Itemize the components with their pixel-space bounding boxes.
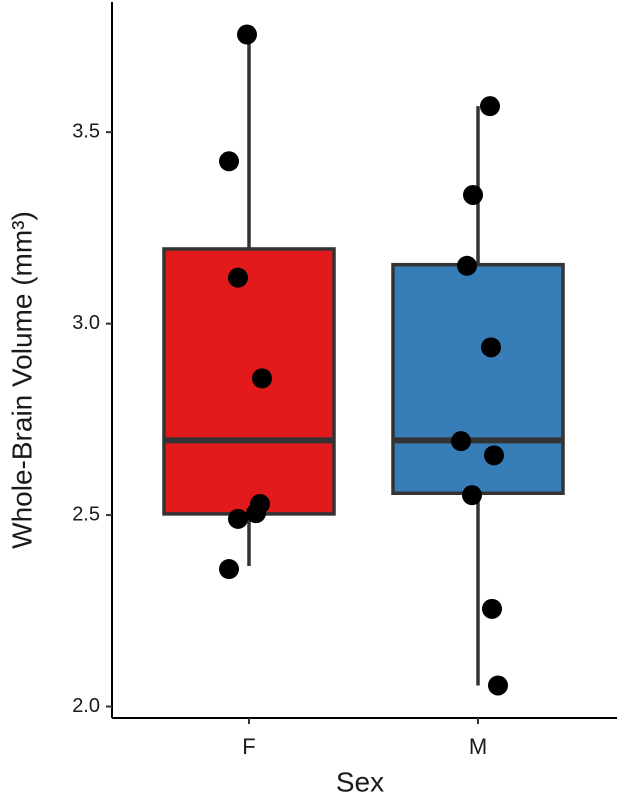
data-point [480,96,500,117]
data-point [252,368,272,389]
y-tick-label: 2.5 [72,503,100,525]
data-point [481,337,501,358]
data-point [219,151,239,172]
data-point [463,184,483,205]
data-point [451,431,471,452]
data-point [482,598,502,619]
y-tick-label: 3.5 [72,120,100,142]
x-tick-label: M [469,734,487,759]
y-tick-label: 2.0 [72,695,100,717]
data-point [219,559,239,580]
box [162,247,336,516]
data-point [457,255,477,276]
data-point [462,485,482,506]
box [391,262,565,495]
data-point [237,24,257,45]
data-point [484,445,504,466]
y-tick-label: 3.0 [72,312,100,334]
data-point [246,503,266,524]
data-point [488,675,508,696]
x-axis-label: Sex [336,766,384,797]
data-point [228,267,248,288]
y-axis-label: Whole-Brain Volume (mm³) [6,211,37,549]
data-point [228,508,248,529]
x-tick-label: F [242,734,255,759]
